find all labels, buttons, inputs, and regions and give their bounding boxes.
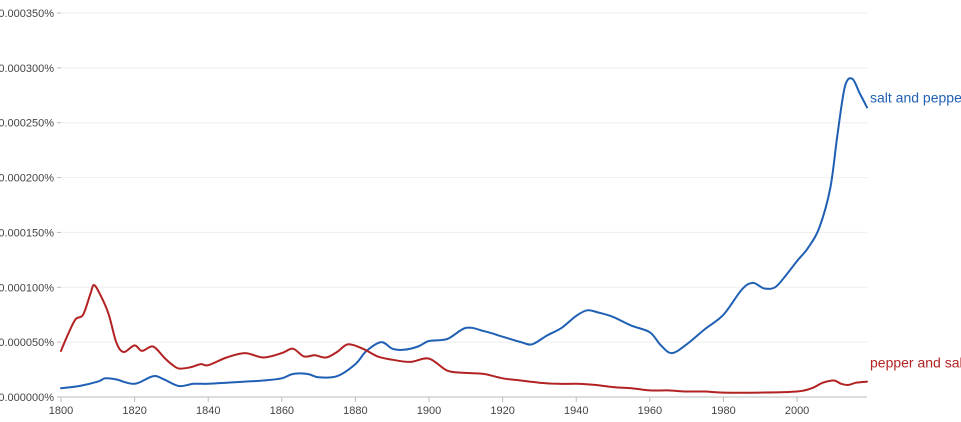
series-line-salt-and-pepper[interactable] xyxy=(60,77,868,390)
x-tick-label: 1900 xyxy=(417,405,441,417)
x-tick-label: 1920 xyxy=(490,405,514,417)
series-label-pepper-and-salt[interactable]: pepper and salt xyxy=(870,355,961,371)
y-tick-label: 0.000350% xyxy=(0,8,54,20)
y-tick-label: 0.000000% xyxy=(0,392,54,404)
x-tick-label: 1840 xyxy=(196,405,220,417)
x-tick-label: 1940 xyxy=(564,405,588,417)
gridlines xyxy=(61,12,867,343)
x-tick-label: 2000 xyxy=(785,405,809,417)
y-tick-label: 0.000250% xyxy=(0,118,54,130)
series-lines[interactable] xyxy=(60,77,868,394)
y-tick-label: 0.000300% xyxy=(0,63,54,75)
y-tick-label: 0.000100% xyxy=(0,282,54,294)
y-tick-label: 0.000150% xyxy=(0,227,54,239)
x-tick-label: 1960 xyxy=(638,405,662,417)
y-tick-label: 0.000050% xyxy=(0,337,54,349)
x-tick-label: 1880 xyxy=(343,405,367,417)
series-labels: salt and pepper pepper and salt xyxy=(870,89,961,370)
x-tick-label: 1980 xyxy=(711,405,735,417)
series-label-salt-and-pepper[interactable]: salt and pepper xyxy=(870,89,961,105)
x-tick-label: 1860 xyxy=(270,405,294,417)
x-tick-label: 1820 xyxy=(122,405,146,417)
y-tick-label: 0.000200% xyxy=(0,173,54,185)
x-axis-ticks: 1800 1820 1840 1860 1880 1900 1920 1940 1960 1980… xyxy=(49,397,809,417)
series-line-pepper-and-salt[interactable] xyxy=(60,284,868,394)
y-axis-ticks: 0.000000% 0.000050% 0.000100% 0.000150% 0.00… xyxy=(0,8,61,404)
x-tick-label: 1800 xyxy=(49,405,73,417)
